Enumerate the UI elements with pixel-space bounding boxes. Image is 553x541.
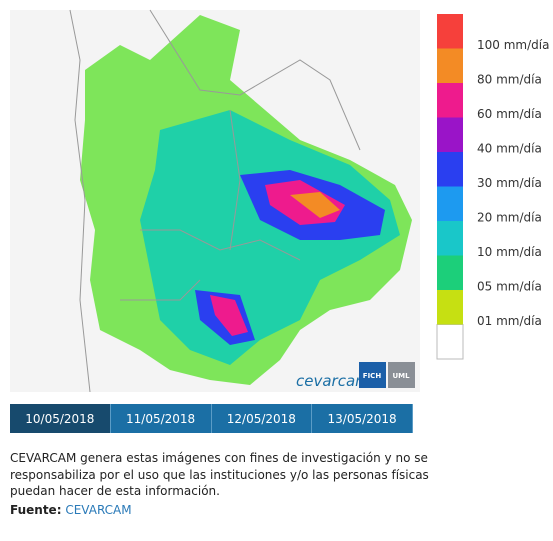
source: Fuente: CEVARCAM: [10, 503, 132, 517]
date-tab[interactable]: 10/05/2018: [10, 404, 111, 433]
date-tab[interactable]: 12/05/2018: [211, 404, 313, 433]
date-tabs: 10/05/2018 11/05/2018 12/05/2018 13/05/2018: [10, 404, 413, 433]
map-figure: cevarcam FICH UML 100 mm/día 80 mm/día 60 …: [10, 9, 549, 393]
legend-swatch: [437, 221, 463, 256]
badge-text: FICH: [363, 372, 382, 380]
legend-label: 01 mm/día: [477, 314, 542, 328]
legend-label: 10 mm/día: [477, 245, 542, 259]
badge-text: UML: [392, 372, 410, 380]
legend-label: 30 mm/día: [477, 176, 542, 190]
rain-zone: [210, 295, 248, 336]
legend-swatch: [437, 117, 463, 152]
legend-label: 40 mm/día: [477, 142, 542, 156]
legend-swatch: [437, 152, 463, 187]
legend-swatch: [437, 14, 463, 49]
date-tab[interactable]: 11/05/2018: [110, 404, 212, 433]
legend-label: 60 mm/día: [477, 107, 542, 121]
legend-swatch: [437, 48, 463, 83]
legend-swatch: [437, 255, 463, 290]
legend-label: 80 mm/día: [477, 73, 542, 87]
legend-swatch: [437, 83, 463, 118]
legend: 100 mm/día 80 mm/día 60 mm/día 40 mm/día 30 …: [436, 14, 549, 360]
legend-label: 05 mm/día: [477, 280, 542, 294]
legend-swatch: [437, 290, 463, 325]
logo-badge: [359, 362, 386, 388]
rain-zone: [290, 192, 340, 218]
date-tab[interactable]: 13/05/2018: [312, 404, 413, 433]
source-link[interactable]: CEVARCAM: [65, 503, 132, 517]
source-label: Fuente:: [10, 503, 62, 517]
disclaimer: CEVARCAM genera estas imágenes con fines…: [10, 451, 429, 498]
logo-badge: [388, 362, 415, 388]
logo-text: cevarcam: [296, 372, 370, 390]
legend-label: 100 mm/día: [477, 38, 549, 52]
legend-swatch: [437, 186, 463, 221]
borders: [69, 9, 361, 393]
legend-swatch: [436, 324, 464, 360]
legend-label: 20 mm/día: [477, 211, 542, 225]
